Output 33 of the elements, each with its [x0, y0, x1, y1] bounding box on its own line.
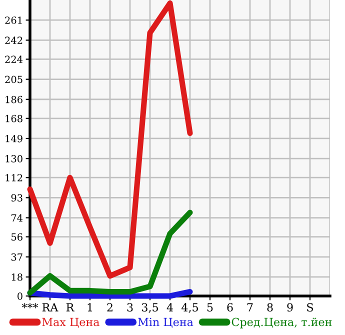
- x-tick-label: 4: [166, 303, 173, 312]
- x-tick-label: 5: [207, 303, 213, 312]
- y-tick-label: 224: [5, 56, 23, 63]
- y-tick-label: 205: [5, 76, 22, 84]
- y-tick-label: 37: [11, 253, 22, 261]
- legend-label: Min Цена: [138, 318, 194, 328]
- y-tick-label: 242: [5, 36, 22, 44]
- y-tick-label: 149: [6, 134, 22, 142]
- x-tick-label: RA: [42, 303, 58, 312]
- legend-label: Max Цена: [42, 318, 100, 328]
- y-tick-label: 0: [18, 292, 22, 300]
- y-tick-label: 18: [12, 273, 22, 281]
- x-tick-label: 2: [107, 303, 112, 312]
- y-tick-label: 56: [12, 233, 22, 241]
- x-tick-label: 1: [88, 303, 92, 312]
- y-tick-label: 74: [12, 214, 23, 222]
- y-tick-label: 186: [6, 96, 22, 104]
- y-tick-label: 112: [6, 174, 22, 182]
- x-tick-label: 3,5: [142, 303, 158, 313]
- x-tick-label: ***: [22, 303, 38, 308]
- x-tick-label: 8: [267, 303, 273, 312]
- y-tick-label: 261: [5, 16, 22, 24]
- x-tick-label: S: [307, 303, 313, 312]
- x-tick-label: 9: [287, 303, 293, 312]
- y-tick-label: 130: [6, 155, 22, 162]
- legend-label: Сред.Цена, т.йен: [232, 318, 332, 328]
- y-tick-label: 93: [11, 194, 22, 202]
- x-tick-label: 4,5: [182, 303, 198, 313]
- y-tick-label: 168: [6, 114, 22, 122]
- x-tick-label: 3: [127, 303, 133, 312]
- x-tick-label: R: [66, 303, 74, 312]
- x-tick-label: 7: [247, 303, 253, 312]
- x-tick-label: 6: [227, 303, 233, 312]
